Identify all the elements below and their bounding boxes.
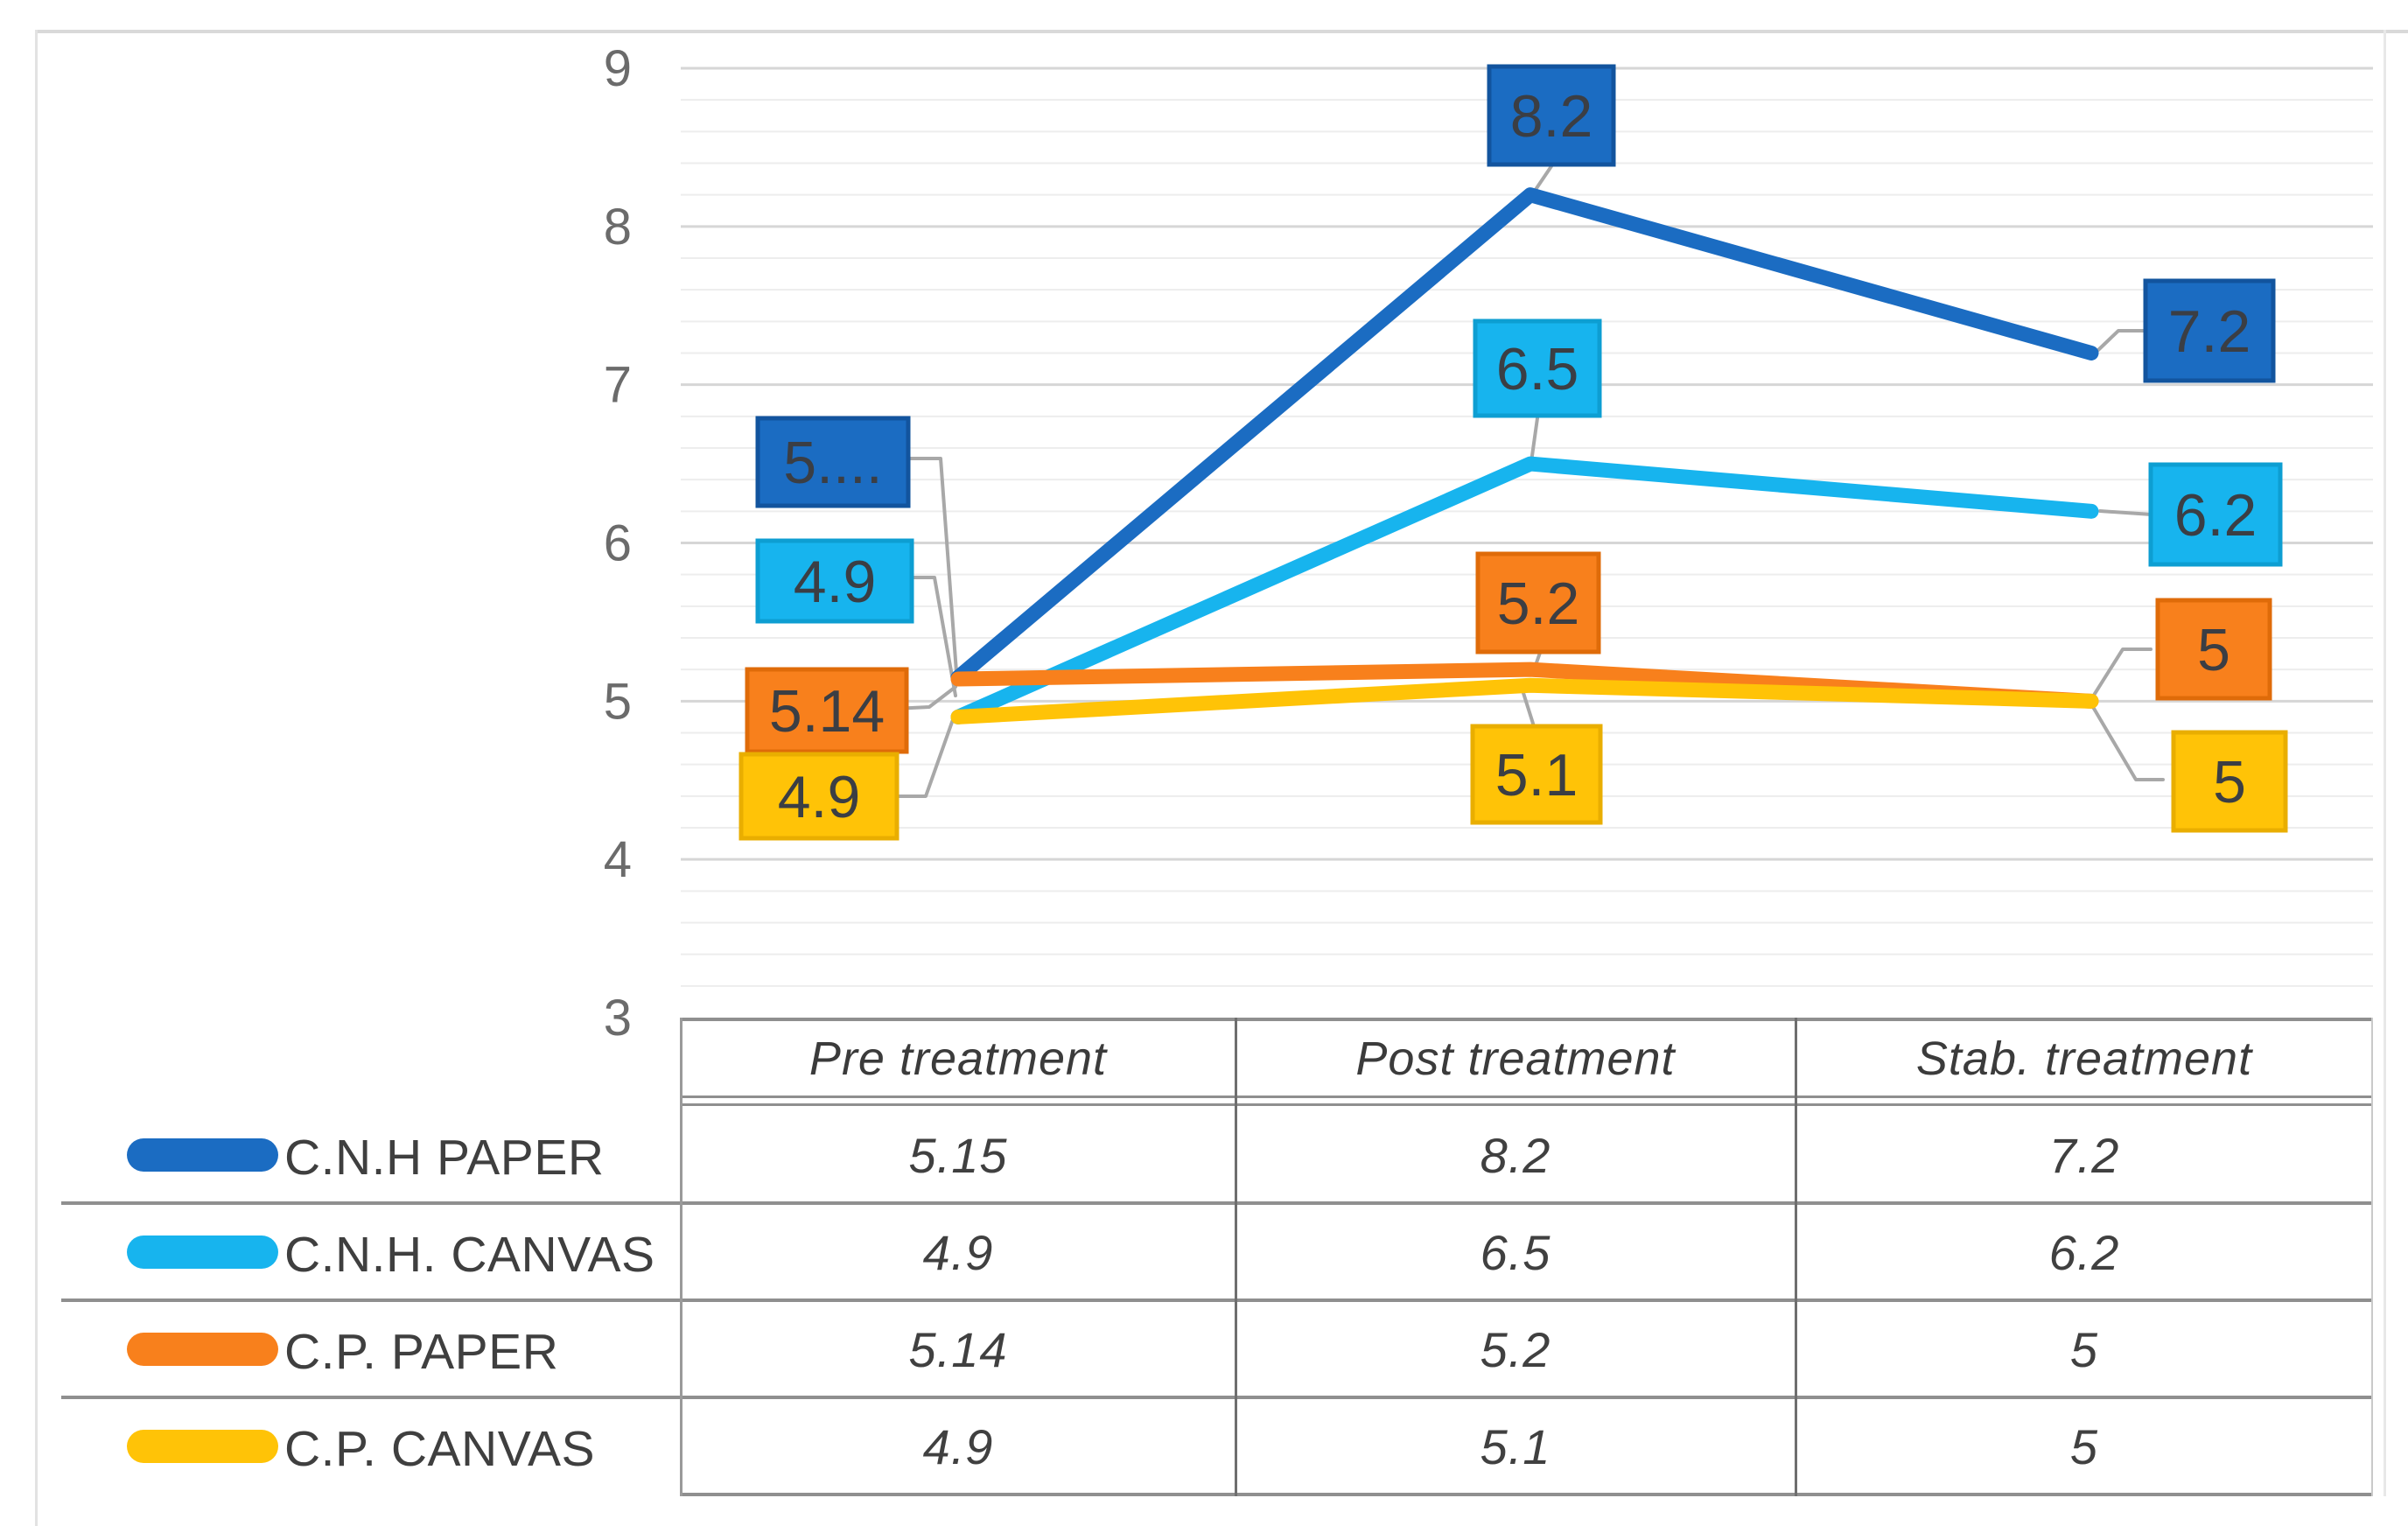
table-column-divider xyxy=(1235,1018,1237,1496)
table-header-separator-line-2 xyxy=(681,1103,2373,1106)
data-label-box xyxy=(1487,64,1616,167)
table-bottom-border xyxy=(681,1493,2373,1496)
data-label-box xyxy=(745,667,909,754)
data-label-value: 7.2 xyxy=(2168,298,2251,365)
data-label-box xyxy=(738,752,900,841)
data-label-value: 5.2 xyxy=(1497,570,1580,637)
data-label-leader-line xyxy=(2098,509,2153,516)
table-row-separator xyxy=(61,1201,2373,1205)
table-cell: 7.2 xyxy=(2048,1127,2120,1183)
y-axis-tick-label: 5 xyxy=(604,673,632,730)
data-label-value: 6.5 xyxy=(1496,336,1579,402)
table-cell: 5 xyxy=(2069,1321,2099,1377)
series-line-c-p-canvas xyxy=(950,677,2099,724)
data-label-box xyxy=(2155,598,2272,701)
table-cell: 8.2 xyxy=(1480,1127,1551,1183)
table-cell: 6.5 xyxy=(1480,1224,1551,1280)
table-header-stab-treatment: Stab. treatment xyxy=(1915,1032,2253,1085)
table-cell: 5.2 xyxy=(1480,1321,1551,1377)
chart-frame-left-border xyxy=(35,30,38,1526)
legend-key-cp-canvas xyxy=(127,1430,278,1463)
data-label-value: 4.9 xyxy=(794,549,877,615)
data-label-value: 5 xyxy=(2197,617,2230,683)
data-label-value: 5.14 xyxy=(769,678,885,745)
table-row-separator xyxy=(61,1298,2373,1302)
data-label-leader-line xyxy=(1522,691,1536,728)
data-label-box xyxy=(2143,278,2276,383)
data-label-box xyxy=(2148,462,2283,567)
legend-label: C.P. CANVAS xyxy=(284,1421,596,1477)
table-cell: 5.15 xyxy=(908,1127,1008,1183)
table-cell: 5 xyxy=(2069,1418,2099,1474)
data-label-value: 5.... xyxy=(783,430,882,496)
chart-frame-right-border xyxy=(2384,30,2386,1496)
data-label-value: 8.2 xyxy=(1510,83,1593,150)
y-axis-tick-label: 7 xyxy=(604,357,632,414)
data-label-leader-line xyxy=(2091,705,2165,781)
table-cell: 6.2 xyxy=(2048,1224,2120,1280)
y-axis-tick-label: 8 xyxy=(604,199,632,256)
data-label-box xyxy=(1473,318,1602,418)
table-cell: 5.1 xyxy=(1480,1418,1551,1474)
table-right-border xyxy=(2371,1018,2373,1496)
table-header-separator-line-1 xyxy=(681,1096,2373,1098)
table-top-border xyxy=(681,1018,2373,1021)
series-line-c-n-h-canvas xyxy=(950,456,2099,724)
table-column-divider xyxy=(1795,1018,1797,1496)
series-line-c-n-h-paper xyxy=(950,187,2099,685)
data-label-value: 5 xyxy=(2213,749,2246,816)
legend-key-cnh-paper xyxy=(127,1138,278,1172)
table-cell: 4.9 xyxy=(922,1224,994,1280)
table-header-post-treatment: Post treatment xyxy=(1355,1032,1676,1085)
table-cell: 5.14 xyxy=(908,1321,1008,1377)
legend-label: C.P. PAPER xyxy=(284,1324,559,1380)
y-axis-tick-label: 4 xyxy=(604,831,632,888)
y-axis-tick-label: 6 xyxy=(604,515,632,572)
legend-key-cnh-canvas xyxy=(127,1236,278,1269)
legend-label: C.N.H. CANVAS xyxy=(284,1227,655,1283)
data-label-value: 5.1 xyxy=(1495,742,1578,808)
data-label-leader-line xyxy=(898,457,958,674)
table-row-separator xyxy=(61,1396,2373,1399)
table-header-pre-treatment: Pre treatment xyxy=(808,1032,1108,1085)
chart-frame-top-border xyxy=(35,30,2408,33)
y-axis-tick-label: 3 xyxy=(604,990,632,1046)
data-label-box xyxy=(755,416,911,508)
data-label-value: 6.2 xyxy=(2174,482,2258,549)
table-cell: 4.9 xyxy=(922,1418,994,1474)
data-label-value: 4.9 xyxy=(778,764,861,830)
table-column-divider xyxy=(680,1018,682,1496)
y-axis-tick-label: 9 xyxy=(604,40,632,97)
legend-label: C.N.H PAPER xyxy=(284,1130,605,1186)
data-label-leader-line xyxy=(1530,416,1539,464)
legend-key-cp-paper xyxy=(127,1333,278,1366)
data-label-box xyxy=(1470,724,1603,825)
data-label-leader-line xyxy=(2091,648,2152,698)
data-label-box xyxy=(1475,551,1601,654)
data-label-leader-line xyxy=(2096,329,2147,352)
data-label-box xyxy=(755,538,914,624)
data-label-box xyxy=(2171,730,2288,833)
